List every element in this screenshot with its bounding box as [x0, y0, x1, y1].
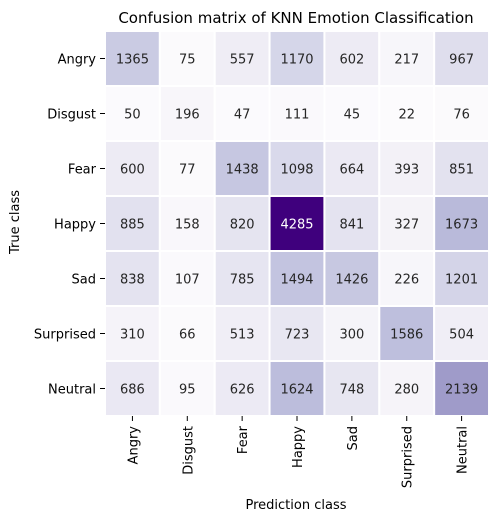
cell-value-label: 280	[394, 383, 419, 398]
y-axis-label: True class	[8, 190, 23, 255]
x-tick-label: Fear	[236, 425, 251, 454]
cell-value-label: 310	[120, 328, 145, 343]
cell-value-label: 217	[394, 53, 419, 68]
cell-value-label: 107	[175, 273, 200, 288]
heatmap-cell	[213, 360, 271, 417]
cell-value-label: 66	[179, 328, 196, 343]
y-tick-label: Fear	[68, 163, 97, 178]
cell-value-label: 602	[339, 53, 364, 68]
heatmap-cell	[433, 140, 491, 197]
cell-value-label: 885	[120, 218, 145, 233]
x-tick-label: Sad	[346, 426, 361, 450]
cell-value-label: 4285	[280, 218, 313, 233]
cell-value-label: 2139	[445, 383, 478, 398]
heatmap-cell	[268, 360, 326, 417]
cell-value-label: 1426	[335, 273, 368, 288]
cell-value-label: 393	[394, 163, 419, 178]
y-tick-label: Surprised	[34, 328, 96, 343]
heatmap-cell	[433, 85, 491, 142]
y-tick-label: Angry	[58, 53, 97, 68]
chart-title: Confusion matrix of KNN Emotion Classifi…	[118, 9, 473, 27]
heatmap-annotations: 1365 75 557 1170 602 217 967 50 196 47 111 45 22 76 60…	[116, 53, 478, 398]
heatmap-cells	[104, 30, 491, 417]
cell-value-label: 1170	[280, 53, 313, 68]
cell-value-label: 686	[120, 383, 145, 398]
cell-value-label: 22	[398, 108, 415, 123]
cell-value-label: 75	[179, 53, 196, 68]
cell-value-label: 77	[179, 163, 196, 178]
cell-value-label: 1673	[445, 218, 478, 233]
x-axis-ticks: Angry Disgust Fear Happy Sad Surprised Neutral	[126, 416, 471, 488]
heatmap-cell	[104, 195, 161, 252]
cell-value-label: 1494	[280, 273, 313, 288]
cell-value-label: 504	[449, 328, 474, 343]
cell-value-label: 1624	[280, 383, 313, 398]
cell-value-label: 664	[339, 163, 364, 178]
y-tick-label: Sad	[72, 273, 96, 288]
cell-value-label: 967	[449, 53, 474, 68]
cell-value-label: 47	[234, 108, 251, 123]
cell-value-label: 111	[285, 108, 310, 123]
heatmap-cell	[378, 30, 436, 87]
heatmap-cell	[378, 360, 436, 417]
cell-value-label: 327	[394, 218, 419, 233]
cell-value-label: 513	[230, 328, 255, 343]
cell-value-label: 785	[230, 273, 255, 288]
cell-value-label: 95	[179, 383, 196, 398]
cell-value-label: 838	[120, 273, 145, 288]
x-tick-label: Happy	[291, 426, 306, 468]
cell-value-label: 600	[120, 163, 145, 178]
cell-value-label: 820	[230, 218, 255, 233]
cell-value-label: 557	[230, 53, 255, 68]
heatmap-cell	[158, 305, 216, 362]
heatmap-cell	[158, 140, 216, 197]
cell-value-label: 196	[175, 108, 200, 123]
x-axis-label: Prediction class	[246, 498, 347, 513]
heatmap-cell	[378, 140, 436, 197]
heatmap-cell	[433, 305, 491, 362]
cell-value-label: 158	[175, 218, 200, 233]
cell-value-label: 226	[394, 273, 419, 288]
cell-value-label: 76	[453, 108, 470, 123]
cell-value-label: 841	[339, 218, 364, 233]
cell-value-label: 50	[124, 108, 141, 123]
x-tick-label: Neutral	[456, 426, 471, 474]
cell-value-label: 1201	[445, 273, 478, 288]
y-tick-label: Happy	[54, 218, 96, 233]
x-tick-label: Disgust	[181, 426, 196, 475]
heatmap-cell	[323, 85, 381, 142]
heatmap-cell	[213, 140, 271, 197]
cell-value-label: 748	[339, 383, 364, 398]
x-tick-label: Surprised	[401, 426, 416, 488]
cell-value-label: 1438	[226, 163, 259, 178]
cell-value-label: 723	[285, 328, 310, 343]
cell-value-label: 1586	[390, 328, 423, 343]
cell-value-label: 851	[449, 163, 474, 178]
heatmap-cell	[213, 250, 271, 307]
cell-value-label: 626	[230, 383, 255, 398]
heatmap-cell	[158, 195, 216, 252]
cell-value-label: 1365	[116, 53, 149, 68]
y-tick-label: Disgust	[47, 108, 96, 123]
cell-value-label: 1098	[280, 163, 313, 178]
heatmap-cell	[378, 195, 436, 252]
heatmap-cell	[323, 140, 381, 197]
cell-value-label: 45	[344, 108, 361, 123]
heatmap-cell	[213, 85, 271, 142]
heatmap-cell	[433, 360, 491, 417]
x-tick-label: Angry	[126, 426, 141, 465]
heatmap-cell	[104, 250, 161, 307]
y-tick-label: Neutral	[48, 383, 96, 398]
heatmap-cell	[104, 305, 161, 362]
cell-value-label: 300	[339, 328, 364, 343]
y-axis-ticks: Angry Disgust Fear Happy Sad Surprised Neutral	[34, 53, 105, 398]
